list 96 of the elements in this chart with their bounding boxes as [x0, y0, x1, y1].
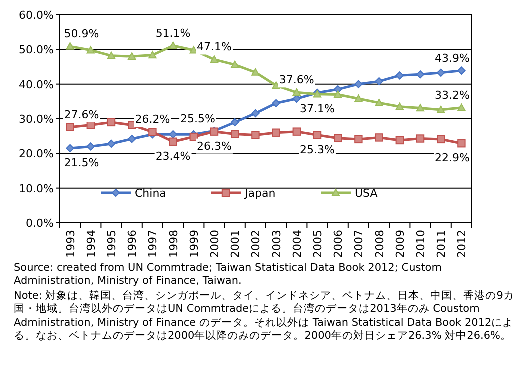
point [169, 138, 178, 146]
point [66, 144, 74, 153]
point [210, 56, 219, 64]
point [396, 72, 404, 80]
point [437, 68, 446, 77]
x-tick-label: 2011 [435, 230, 448, 258]
point [458, 66, 466, 75]
point [354, 80, 363, 88]
annotation: 37.1% [300, 102, 335, 116]
y-tick-label: 0.0% [26, 217, 54, 230]
point [128, 52, 136, 60]
point [458, 104, 466, 112]
point [375, 98, 384, 106]
annotation: 50.9% [64, 28, 100, 41]
x-tick-label: 2010 [414, 230, 428, 258]
point [107, 52, 116, 60]
point [169, 130, 178, 139]
point [334, 90, 342, 98]
point [334, 134, 342, 143]
point [148, 51, 157, 59]
point [437, 135, 446, 144]
x-tick-label: 2006 [332, 230, 346, 258]
x-tick-label: 2008 [373, 230, 386, 258]
annotation: 21.5% [64, 156, 100, 170]
x-tick-label: 2005 [312, 230, 324, 258]
y-tick-label: 20.0% [19, 148, 54, 161]
annotation: 37.6% [279, 74, 314, 87]
y-tick-label: 50.0% [19, 44, 54, 57]
point [292, 128, 301, 136]
point [231, 60, 240, 68]
x-tick-label: 2009 [394, 230, 407, 258]
point [107, 118, 116, 127]
point [190, 132, 198, 142]
legend-label: Japan [244, 187, 276, 200]
point [272, 128, 280, 137]
point [313, 131, 322, 140]
point [231, 118, 240, 127]
x-tick-label: 1994 [84, 230, 98, 258]
annotation: 26.2% [135, 113, 170, 126]
point [375, 134, 384, 142]
x-tick-label: 1993 [64, 230, 78, 258]
point [169, 42, 178, 50]
point [66, 42, 74, 50]
y-tick-label: 10.0% [19, 182, 54, 196]
point [86, 142, 95, 151]
point [416, 70, 425, 79]
annotation: 47.1% [197, 40, 232, 54]
annotation: 25.5% [180, 112, 216, 126]
annotation: 51.1% [156, 26, 191, 40]
annotation: 27.6% [64, 108, 100, 122]
point [396, 102, 404, 110]
point [458, 140, 466, 148]
point [396, 136, 404, 145]
point [148, 128, 157, 136]
annotation: 26.3% [197, 140, 232, 153]
x-tick-label: 2003 [270, 230, 284, 258]
legend-label: USA [355, 187, 378, 200]
point [86, 46, 95, 54]
x-tick-label: 1996 [126, 230, 140, 258]
point [128, 135, 136, 144]
point [416, 104, 425, 112]
x-tick-label: 2012 [456, 230, 469, 258]
point [66, 123, 74, 132]
point [292, 88, 301, 96]
y-tick-label: 40.0% [19, 78, 54, 92]
point [107, 140, 116, 148]
x-tick-label: 1997 [146, 230, 160, 258]
x-tick-label: 2000 [208, 230, 222, 258]
point [416, 134, 425, 143]
point [252, 109, 260, 118]
x-tick-label: 2007 [352, 230, 366, 258]
annotation: 43.9% [435, 52, 470, 65]
annotation: 25.3% [300, 143, 335, 156]
source-note: Source: created from UN Commtrade; Taiwan Statistical Data Book 2012; Custom Administration, Ministry of Finance, Taiwan. [14, 262, 443, 288]
point [272, 99, 280, 108]
point [252, 131, 260, 140]
point [375, 77, 384, 86]
point [437, 106, 446, 114]
annotation: 33.2% [435, 88, 470, 102]
text: Note: 対象は、韓国、台湾、シンガポール、タイ、インドネシア、ベトナム、日本、中国、香港の9カ国・地域。台湾以外のデータはUN Commtradeによる。台湾のデータは2013年のみ Coustom Administration, Ministry of Finance のデータ。それ以外は Taiwan Statistical Data Book 2012による。なお、ベトナムのデータは2000年以降のみのデータ。2000年の対日シェア26.3% 対中26.6%。 [14, 290, 516, 343]
point [252, 68, 260, 76]
legend-label: China [135, 187, 166, 200]
point [231, 130, 240, 138]
point [272, 82, 280, 90]
x-tick-label: 1998 [167, 230, 180, 258]
y-tick-label: 60.0% [19, 9, 54, 22]
x-tick-label: 2002 [250, 230, 263, 258]
x-tick-label: 2001 [229, 230, 242, 258]
annotation: 22.9% [435, 152, 470, 165]
x-tick-label: 2004 [290, 230, 304, 258]
y-tick-label: 30.0% [19, 113, 54, 126]
point [354, 94, 363, 102]
x-tick-label: 1999 [188, 230, 201, 258]
point [354, 135, 363, 144]
x-tick-label: 1995 [106, 230, 118, 258]
annotation: 23.4% [156, 150, 191, 163]
